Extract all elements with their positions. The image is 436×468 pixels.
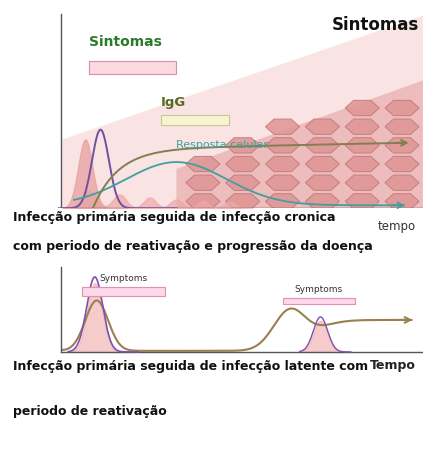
Text: Sintomas: Sintomas: [89, 35, 162, 49]
Text: IgG: IgG: [161, 95, 187, 109]
Polygon shape: [63, 15, 423, 208]
Text: Infecção primária seguida de infecção cronica: Infecção primária seguida de infecção cr…: [13, 211, 335, 224]
Bar: [89, 61, 176, 73]
Text: com periodo de reativação e progressão da doença: com periodo de reativação e progressão d…: [13, 240, 373, 253]
Text: Infecção primária seguida de infecção latente com: Infecção primária seguida de infecção la…: [13, 360, 368, 373]
Text: Sintomas: Sintomas: [332, 15, 419, 34]
Bar: [283, 298, 354, 304]
Text: Symptoms: Symptoms: [99, 274, 147, 283]
Text: Resposta celular: Resposta celular: [176, 140, 269, 150]
Bar: [82, 287, 165, 296]
Text: Tempo: Tempo: [369, 359, 416, 372]
Text: tempo: tempo: [377, 220, 416, 233]
Text: Symptoms: Symptoms: [295, 285, 343, 294]
Bar: [161, 115, 229, 124]
Text: periodo de reativação: periodo de reativação: [13, 405, 167, 418]
Polygon shape: [176, 80, 423, 208]
